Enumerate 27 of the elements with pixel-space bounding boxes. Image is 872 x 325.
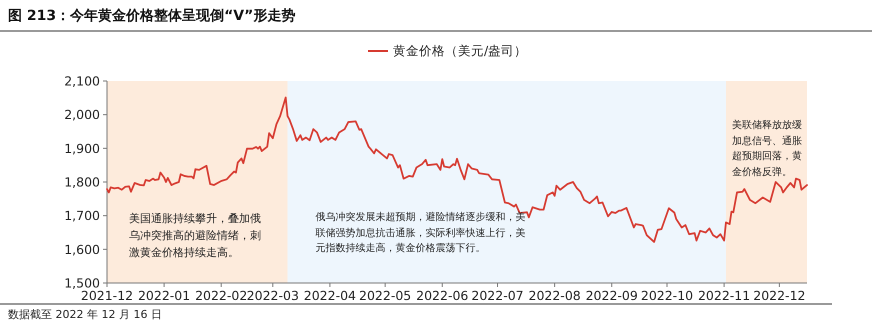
x-tick-label: 2022-05 <box>359 288 412 303</box>
band-label: 美联储释放放缓加息信号、通胀超预期回落，黄金价格反弹。 <box>732 118 803 180</box>
x-tick-label: 2022-01 <box>138 288 190 303</box>
text: 数据截至 2022 年 12 月 16 日 <box>8 308 162 321</box>
x-tick-label: 2021-12 <box>80 288 134 303</box>
x-tick-label: 2022-03 <box>246 288 299 303</box>
band-label: 美国通胀持续攀升，叠加俄乌冲突推高的避险情绪，刺激黄金价格持续走高。 <box>129 211 262 262</box>
x-tick-label: 2022-08 <box>528 288 581 303</box>
x-tick-label: 2022-12 <box>753 288 806 303</box>
x-tick-label: 2022-02 <box>195 288 248 303</box>
x-tick-label: 2022-06 <box>416 288 468 303</box>
x-tick-label: 2022-09 <box>586 288 638 303</box>
line-series <box>106 96 808 243</box>
x-tick-label: 2022-07 <box>471 288 524 303</box>
x-tick-label: 2022-11 <box>698 288 750 303</box>
x-tick-label: 2022-10 <box>640 288 694 303</box>
chart-title: 图 213：今年黄金价格整体呈现倒“V”形走势 <box>8 8 296 24</box>
y-tick-label: 2,100 <box>64 74 100 88</box>
legend-label: 黄金价格（美元/盎司） <box>393 43 528 58</box>
y-tick-label: 1,800 <box>64 174 100 190</box>
y-tick-label: 1,600 <box>64 242 100 257</box>
band-label: 俄乌冲突发展未超预期，避险情绪逐步缓和，美联储强势加息抗击通胀，实际利率快速上行，美元指数持续走高，黄金价格震荡下行。 <box>316 210 527 256</box>
y-tick-label: 1,900 <box>64 140 100 156</box>
y-tick-label: 1,500 <box>64 276 100 290</box>
y-tick-label: 1,700 <box>64 208 100 224</box>
x-tick-label: 2022-04 <box>304 288 356 303</box>
y-tick-label: 2,000 <box>64 107 100 122</box>
